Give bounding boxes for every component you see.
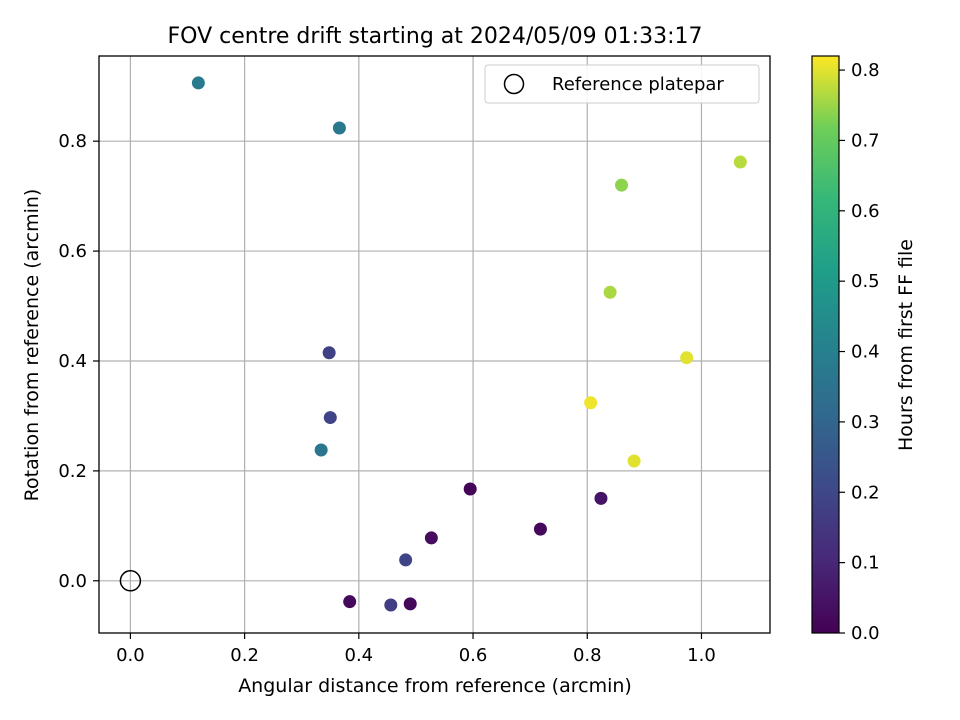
- data-point: [314, 443, 328, 457]
- legend-box: [484, 64, 760, 104]
- colorbar-gradient: [811, 55, 840, 634]
- data-point: [323, 411, 337, 425]
- colorbar-tick-label: 0.7: [851, 130, 880, 151]
- data-point: [191, 76, 205, 90]
- data-point: [384, 598, 398, 612]
- axis-ticks: 0.0 0.2 0.4 0.6 0.8 1.0 0.0 0.2 0.4 0.6 0.8: [58, 131, 715, 666]
- grid: [99, 56, 770, 633]
- colorbar-tick-label: 0.2: [851, 482, 880, 503]
- x-tick-label: 1.0: [687, 645, 716, 666]
- x-axis-label: Angular distance from reference (arcmin): [238, 675, 632, 697]
- data-point: [399, 553, 413, 567]
- legend: Reference platepar: [484, 64, 760, 104]
- y-tick-label: 0.8: [58, 131, 87, 152]
- data-point: [403, 597, 417, 611]
- reference-point-marker: [119, 570, 142, 592]
- colorbar-label: Hours from first FF file: [895, 239, 917, 451]
- colorbar-tick-label: 0.8: [851, 60, 880, 81]
- colorbar-ticks: 0.0 0.1 0.2 0.3 0.4 0.5 0.6 0.7 0.8: [839, 60, 880, 644]
- colorbar-tick-label: 0.3: [851, 412, 880, 433]
- x-tick-label: 0.4: [345, 645, 374, 666]
- colorbar: 0.0 0.1 0.2 0.3 0.4 0.5 0.6 0.7 0.8 Hours from f…: [811, 55, 917, 644]
- data-point: [343, 595, 357, 609]
- y-tick-label: 0.0: [58, 571, 87, 592]
- data-point: [463, 482, 477, 496]
- colorbar-tick-label: 0.1: [851, 553, 880, 574]
- y-tick-label: 0.2: [58, 461, 87, 482]
- data-point: [322, 346, 336, 360]
- data-points: [119, 76, 747, 612]
- data-point: [533, 522, 547, 536]
- colorbar-tick-label: 0.0: [851, 623, 880, 644]
- legend-marker-reference: [503, 73, 525, 95]
- y-tick-label: 0.4: [58, 351, 87, 372]
- data-point: [733, 155, 747, 169]
- data-point: [603, 285, 617, 299]
- legend-label-reference: Reference platepar: [552, 74, 724, 95]
- x-tick-label: 0.2: [230, 645, 259, 666]
- data-point: [332, 121, 346, 135]
- plot-frame: [98, 55, 771, 634]
- data-point: [627, 454, 641, 468]
- x-tick-label: 0.8: [573, 645, 602, 666]
- data-point: [615, 178, 629, 192]
- y-axis-label: Rotation from reference (arcmin): [21, 189, 43, 502]
- x-tick-label: 0.0: [116, 645, 145, 666]
- data-point: [594, 491, 608, 505]
- y-tick-label: 0.6: [58, 241, 87, 262]
- data-point: [680, 351, 694, 365]
- colorbar-tick-label: 0.5: [851, 271, 880, 292]
- data-point: [584, 396, 598, 410]
- x-tick-label: 0.6: [459, 645, 488, 666]
- colorbar-tick-label: 0.4: [851, 342, 880, 363]
- colorbar-tick-label: 0.6: [851, 201, 880, 222]
- data-point: [424, 531, 438, 545]
- chart-title: FOV centre drift starting at 2024/05/09 …: [168, 24, 703, 49]
